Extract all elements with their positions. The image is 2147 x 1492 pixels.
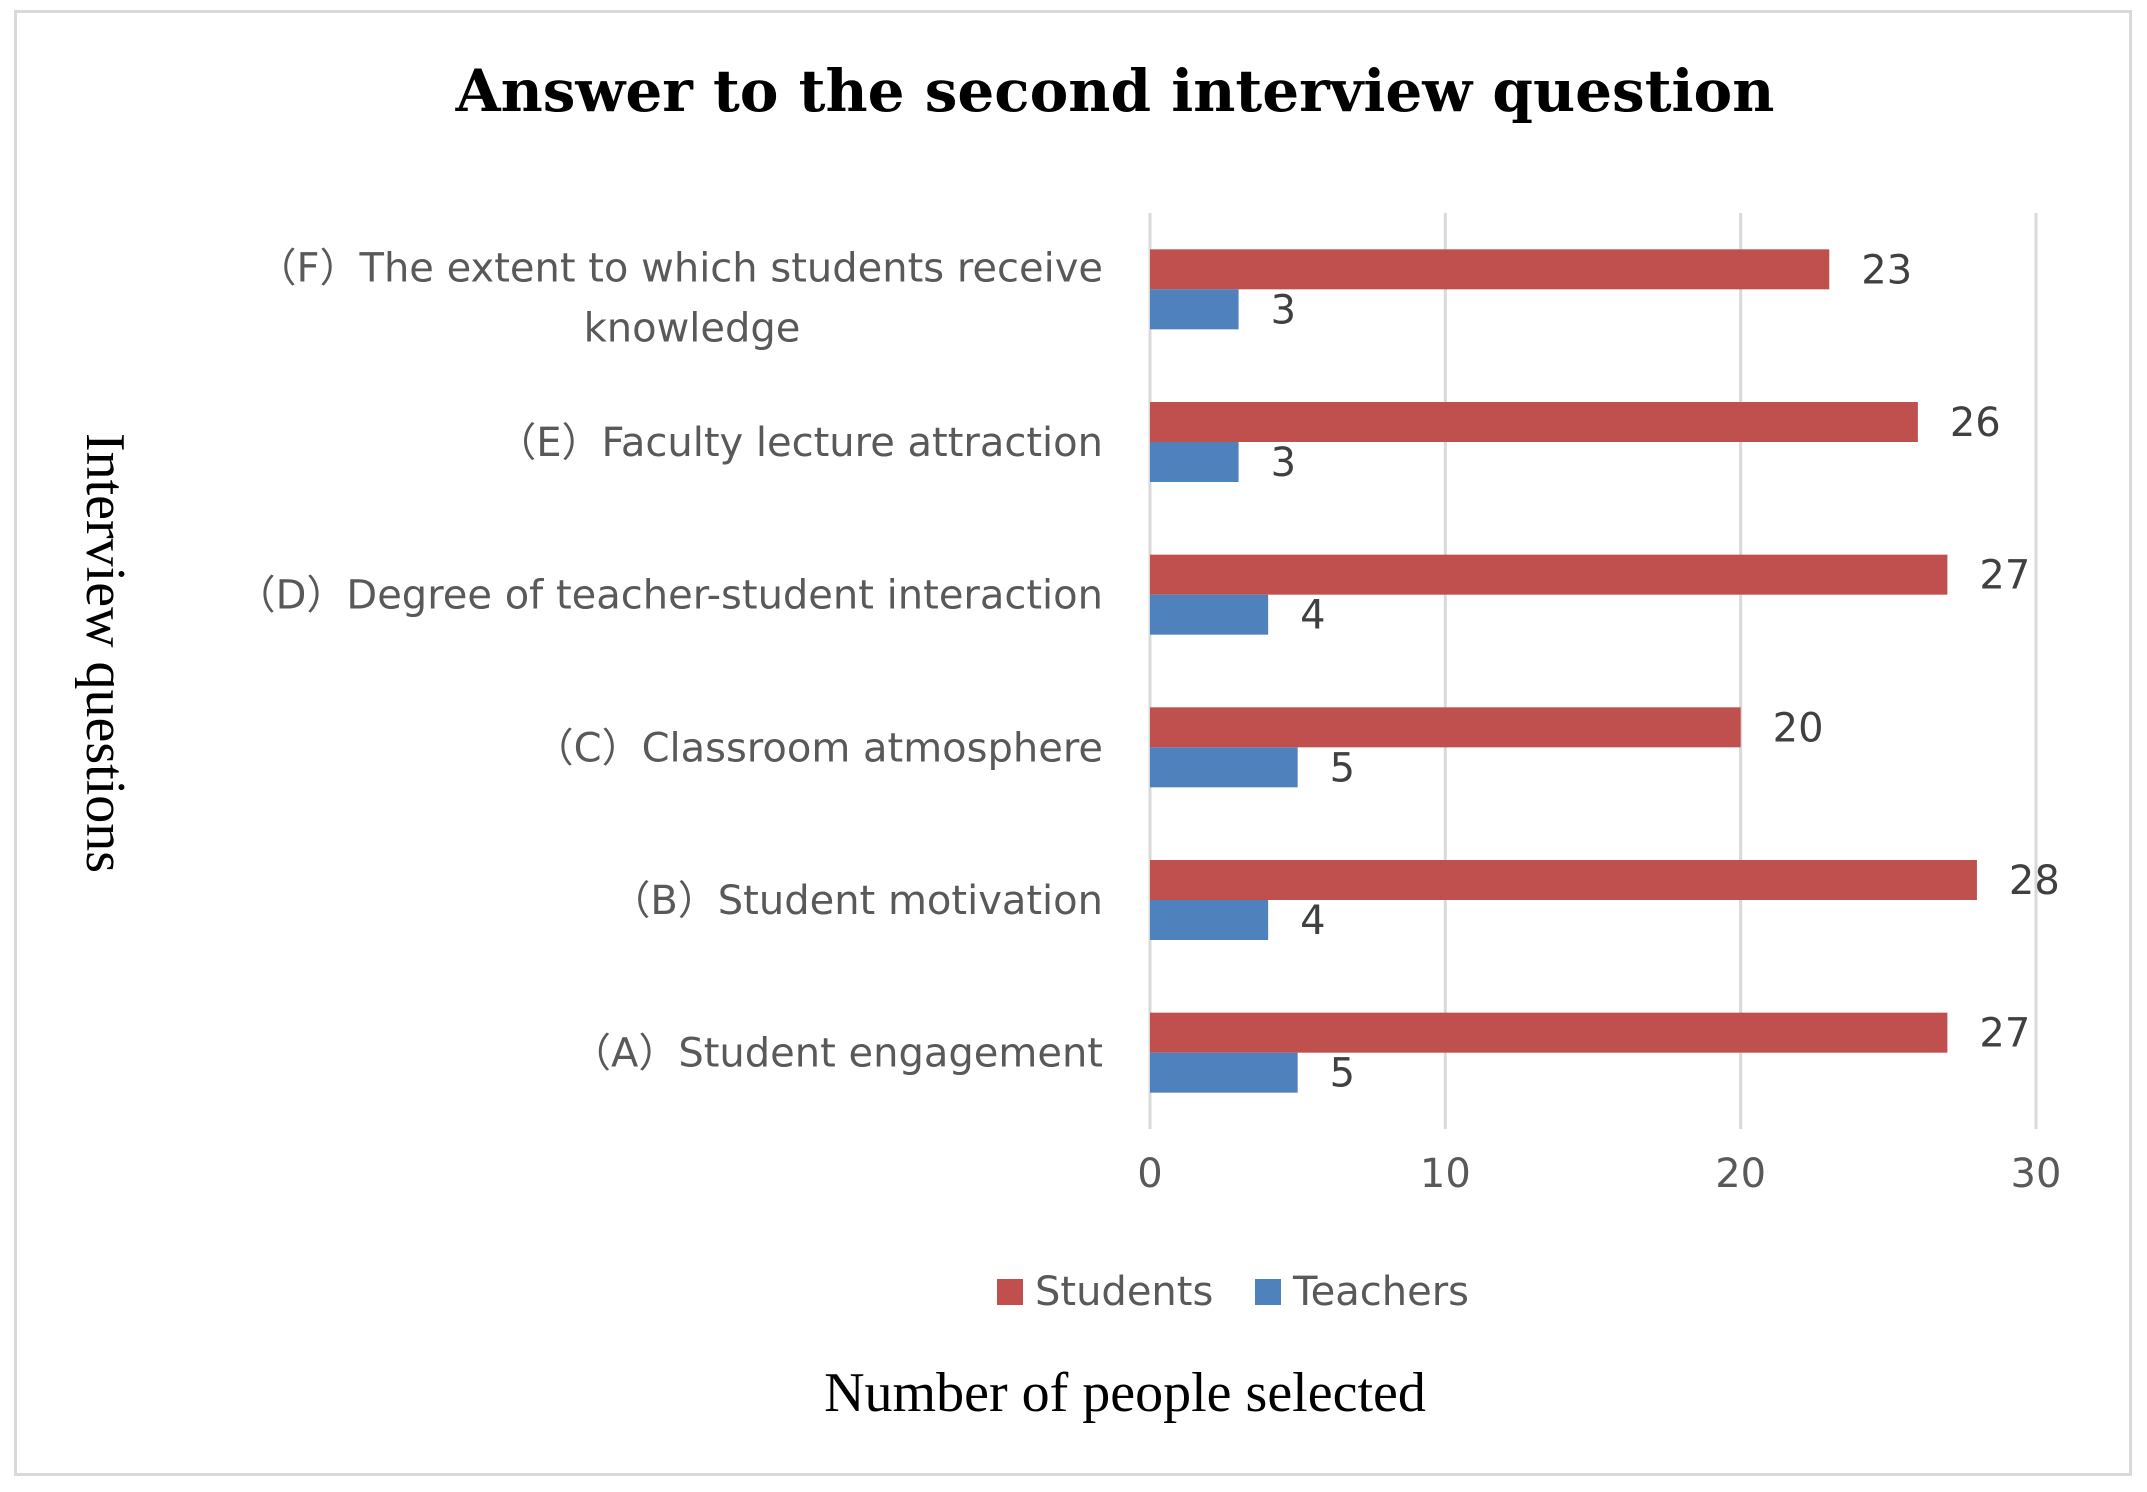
legend-label-teachers: Teachers [1292, 1269, 1469, 1315]
data-label-teachers-4: 3 [1271, 440, 1296, 486]
bar-students-5 [1150, 249, 1830, 290]
chart-title: Answer to the second interview question [455, 57, 1775, 125]
category-label-5: （F）The extent to which students receive k… [257, 245, 1103, 351]
data-label-teachers-5: 3 [1271, 287, 1296, 333]
data-label-teachers-2: 5 [1330, 745, 1355, 791]
data-label-students-5: 23 [1861, 247, 1912, 293]
bars [1150, 249, 1977, 1093]
bar-students-0 [1150, 1012, 1948, 1053]
legend-label-students: Students [1035, 1269, 1213, 1315]
data-label-students-4: 26 [1950, 400, 2001, 446]
y-axis-title: Interview questions [74, 433, 136, 873]
x-axis-title: Number of people selected [824, 1362, 1426, 1424]
bar-teachers-4 [1150, 442, 1239, 482]
category-label-3: （D）Degree of teacher-student interaction [236, 573, 1103, 619]
x-tick-label-1: 10 [1420, 1151, 1471, 1197]
bar-teachers-5 [1150, 289, 1239, 330]
data-label-teachers-0: 5 [1330, 1051, 1355, 1097]
chart-frame: Answer to the second interview question … [14, 10, 2132, 1476]
data-label-teachers-1: 4 [1300, 898, 1325, 944]
bar-teachers-3 [1150, 594, 1269, 635]
bar-teachers-2 [1150, 747, 1298, 788]
bar-teachers-1 [1150, 900, 1269, 940]
data-labels: 27 5 28 4 20 5 27 4 26 3 23 3 [1271, 247, 2060, 1096]
legend: Students Teachers [997, 1269, 1469, 1315]
data-label-students-1: 28 [2009, 858, 2060, 904]
category-label-0: （A）Student engagement [571, 1031, 1103, 1077]
legend-swatch-students [997, 1279, 1023, 1305]
bar-teachers-0 [1150, 1052, 1298, 1093]
category-label-1: （B）Student motivation [610, 878, 1103, 924]
data-label-students-2: 20 [1773, 705, 1824, 751]
category-label-2: （C）Classroom atmosphere [534, 725, 1103, 771]
x-tick-label-3: 30 [2011, 1151, 2062, 1197]
category-labels: （A）Student engagement （B）Student motivati… [236, 245, 1103, 1076]
data-label-students-3: 27 [1979, 553, 2030, 599]
data-label-students-0: 27 [1979, 1011, 2030, 1057]
data-label-teachers-3: 4 [1300, 593, 1325, 639]
bar-students-3 [1150, 554, 1948, 595]
bar-students-2 [1150, 707, 1741, 748]
gridlines [1148, 213, 2038, 1129]
legend-swatch-teachers [1255, 1279, 1281, 1305]
bar-students-4 [1150, 402, 1918, 442]
bar-chart: Answer to the second interview question … [74, 57, 2061, 1424]
bar-students-1 [1150, 860, 1977, 900]
x-tick-label-0: 0 [1137, 1151, 1162, 1197]
category-label-4: （E）Faculty lecture attraction [496, 420, 1103, 466]
x-tick-labels: 0 10 20 30 [1137, 1151, 2061, 1197]
x-tick-label-2: 20 [1715, 1151, 1766, 1197]
